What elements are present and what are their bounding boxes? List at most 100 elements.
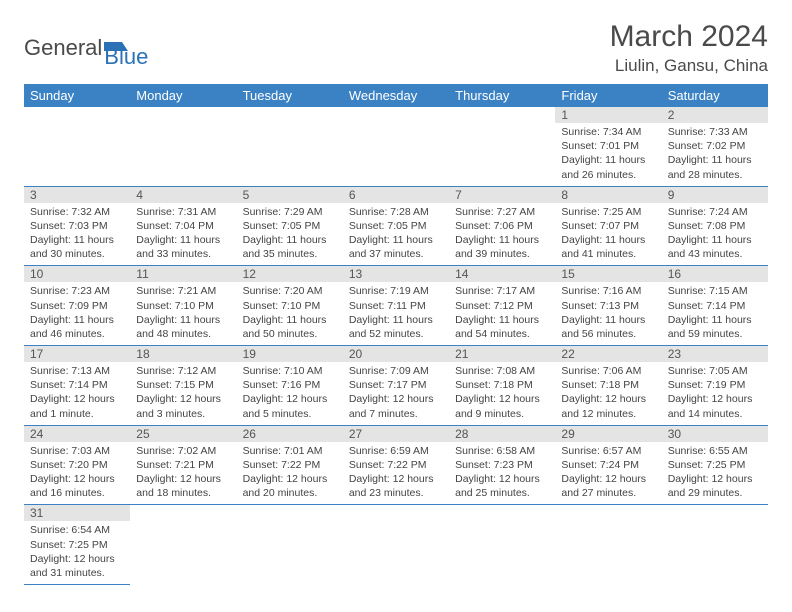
- day-number: 13: [343, 266, 449, 282]
- calendar-empty-cell: [130, 505, 236, 585]
- day-number: 17: [24, 346, 130, 362]
- daylight-text: Daylight: 11 hours and 30 minutes.: [30, 233, 124, 261]
- day-details: Sunrise: 7:03 AMSunset: 7:20 PMDaylight:…: [24, 442, 130, 505]
- calendar-empty-cell: [343, 107, 449, 186]
- day-details: Sunrise: 7:24 AMSunset: 7:08 PMDaylight:…: [662, 203, 768, 266]
- sunrise-text: Sunrise: 7:06 AM: [561, 364, 655, 378]
- calendar-empty-cell: [24, 107, 130, 186]
- calendar-day-cell: 26Sunrise: 7:01 AMSunset: 7:22 PMDayligh…: [237, 425, 343, 505]
- sunrise-text: Sunrise: 7:28 AM: [349, 205, 443, 219]
- calendar-empty-cell: [449, 505, 555, 585]
- month-title: March 2024: [610, 20, 768, 54]
- weekday-header: Friday: [555, 84, 661, 107]
- daylight-text: Daylight: 11 hours and 41 minutes.: [561, 233, 655, 261]
- calendar-day-cell: 19Sunrise: 7:10 AMSunset: 7:16 PMDayligh…: [237, 346, 343, 426]
- daylight-text: Daylight: 12 hours and 27 minutes.: [561, 472, 655, 500]
- weekday-header: Saturday: [662, 84, 768, 107]
- sunset-text: Sunset: 7:24 PM: [561, 458, 655, 472]
- daylight-text: Daylight: 12 hours and 23 minutes.: [349, 472, 443, 500]
- title-block: March 2024 Liulin, Gansu, China: [610, 20, 768, 76]
- sunrise-text: Sunrise: 7:03 AM: [30, 444, 124, 458]
- sunrise-text: Sunrise: 7:21 AM: [136, 284, 230, 298]
- sunrise-text: Sunrise: 7:01 AM: [243, 444, 337, 458]
- sunrise-text: Sunrise: 7:15 AM: [668, 284, 762, 298]
- sunset-text: Sunset: 7:20 PM: [30, 458, 124, 472]
- sunrise-text: Sunrise: 7:05 AM: [668, 364, 762, 378]
- calendar-body: 1Sunrise: 7:34 AMSunset: 7:01 PMDaylight…: [24, 107, 768, 585]
- calendar-empty-cell: [237, 107, 343, 186]
- daylight-text: Daylight: 12 hours and 12 minutes.: [561, 392, 655, 420]
- day-number: 4: [130, 187, 236, 203]
- daylight-text: Daylight: 12 hours and 16 minutes.: [30, 472, 124, 500]
- calendar-day-cell: 2Sunrise: 7:33 AMSunset: 7:02 PMDaylight…: [662, 107, 768, 186]
- day-number: 22: [555, 346, 661, 362]
- sunset-text: Sunset: 7:15 PM: [136, 378, 230, 392]
- logo-text-1: General: [24, 35, 102, 61]
- sunset-text: Sunset: 7:05 PM: [349, 219, 443, 233]
- day-details: Sunrise: 7:32 AMSunset: 7:03 PMDaylight:…: [24, 203, 130, 266]
- daylight-text: Daylight: 12 hours and 20 minutes.: [243, 472, 337, 500]
- day-details: Sunrise: 7:23 AMSunset: 7:09 PMDaylight:…: [24, 282, 130, 345]
- calendar-empty-cell: [343, 505, 449, 585]
- calendar-day-cell: 30Sunrise: 6:55 AMSunset: 7:25 PMDayligh…: [662, 425, 768, 505]
- day-number: 20: [343, 346, 449, 362]
- sunrise-text: Sunrise: 7:08 AM: [455, 364, 549, 378]
- calendar-day-cell: 14Sunrise: 7:17 AMSunset: 7:12 PMDayligh…: [449, 266, 555, 346]
- day-details: Sunrise: 7:13 AMSunset: 7:14 PMDaylight:…: [24, 362, 130, 425]
- day-number: 28: [449, 426, 555, 442]
- daylight-text: Daylight: 12 hours and 1 minute.: [30, 392, 124, 420]
- sunset-text: Sunset: 7:23 PM: [455, 458, 549, 472]
- sunset-text: Sunset: 7:09 PM: [30, 299, 124, 313]
- sunrise-text: Sunrise: 6:59 AM: [349, 444, 443, 458]
- calendar-day-cell: 4Sunrise: 7:31 AMSunset: 7:04 PMDaylight…: [130, 186, 236, 266]
- sunset-text: Sunset: 7:17 PM: [349, 378, 443, 392]
- day-number: 1: [555, 107, 661, 123]
- sunset-text: Sunset: 7:13 PM: [561, 299, 655, 313]
- daylight-text: Daylight: 11 hours and 52 minutes.: [349, 313, 443, 341]
- daylight-text: Daylight: 11 hours and 54 minutes.: [455, 313, 549, 341]
- daylight-text: Daylight: 11 hours and 39 minutes.: [455, 233, 549, 261]
- daylight-text: Daylight: 12 hours and 29 minutes.: [668, 472, 762, 500]
- sunrise-text: Sunrise: 7:20 AM: [243, 284, 337, 298]
- calendar-day-cell: 13Sunrise: 7:19 AMSunset: 7:11 PMDayligh…: [343, 266, 449, 346]
- day-details: Sunrise: 7:09 AMSunset: 7:17 PMDaylight:…: [343, 362, 449, 425]
- sunrise-text: Sunrise: 7:17 AM: [455, 284, 549, 298]
- sunset-text: Sunset: 7:19 PM: [668, 378, 762, 392]
- day-details: Sunrise: 6:59 AMSunset: 7:22 PMDaylight:…: [343, 442, 449, 505]
- day-number: 5: [237, 187, 343, 203]
- sunrise-text: Sunrise: 7:10 AM: [243, 364, 337, 378]
- calendar-table: SundayMondayTuesdayWednesdayThursdayFrid…: [24, 84, 768, 585]
- sunset-text: Sunset: 7:25 PM: [668, 458, 762, 472]
- daylight-text: Daylight: 12 hours and 25 minutes.: [455, 472, 549, 500]
- sunrise-text: Sunrise: 7:24 AM: [668, 205, 762, 219]
- sunrise-text: Sunrise: 7:23 AM: [30, 284, 124, 298]
- daylight-text: Daylight: 12 hours and 9 minutes.: [455, 392, 549, 420]
- day-number: 31: [24, 505, 130, 521]
- daylight-text: Daylight: 11 hours and 59 minutes.: [668, 313, 762, 341]
- day-details: Sunrise: 7:17 AMSunset: 7:12 PMDaylight:…: [449, 282, 555, 345]
- sunset-text: Sunset: 7:22 PM: [243, 458, 337, 472]
- sunrise-text: Sunrise: 7:27 AM: [455, 205, 549, 219]
- sunrise-text: Sunrise: 6:57 AM: [561, 444, 655, 458]
- sunset-text: Sunset: 7:25 PM: [30, 538, 124, 552]
- day-details: Sunrise: 7:28 AMSunset: 7:05 PMDaylight:…: [343, 203, 449, 266]
- sunset-text: Sunset: 7:18 PM: [455, 378, 549, 392]
- weekday-header: Sunday: [24, 84, 130, 107]
- sunrise-text: Sunrise: 7:12 AM: [136, 364, 230, 378]
- day-number: 14: [449, 266, 555, 282]
- day-details: Sunrise: 7:20 AMSunset: 7:10 PMDaylight:…: [237, 282, 343, 345]
- calendar-week-row: 1Sunrise: 7:34 AMSunset: 7:01 PMDaylight…: [24, 107, 768, 186]
- day-number: 10: [24, 266, 130, 282]
- sunset-text: Sunset: 7:12 PM: [455, 299, 549, 313]
- weekday-header-row: SundayMondayTuesdayWednesdayThursdayFrid…: [24, 84, 768, 107]
- calendar-day-cell: 27Sunrise: 6:59 AMSunset: 7:22 PMDayligh…: [343, 425, 449, 505]
- day-number: 2: [662, 107, 768, 123]
- daylight-text: Daylight: 11 hours and 43 minutes.: [668, 233, 762, 261]
- calendar-day-cell: 29Sunrise: 6:57 AMSunset: 7:24 PMDayligh…: [555, 425, 661, 505]
- sunrise-text: Sunrise: 6:54 AM: [30, 523, 124, 537]
- calendar-day-cell: 11Sunrise: 7:21 AMSunset: 7:10 PMDayligh…: [130, 266, 236, 346]
- weekday-header: Monday: [130, 84, 236, 107]
- sunrise-text: Sunrise: 7:29 AM: [243, 205, 337, 219]
- calendar-day-cell: 9Sunrise: 7:24 AMSunset: 7:08 PMDaylight…: [662, 186, 768, 266]
- day-details: Sunrise: 6:54 AMSunset: 7:25 PMDaylight:…: [24, 521, 130, 584]
